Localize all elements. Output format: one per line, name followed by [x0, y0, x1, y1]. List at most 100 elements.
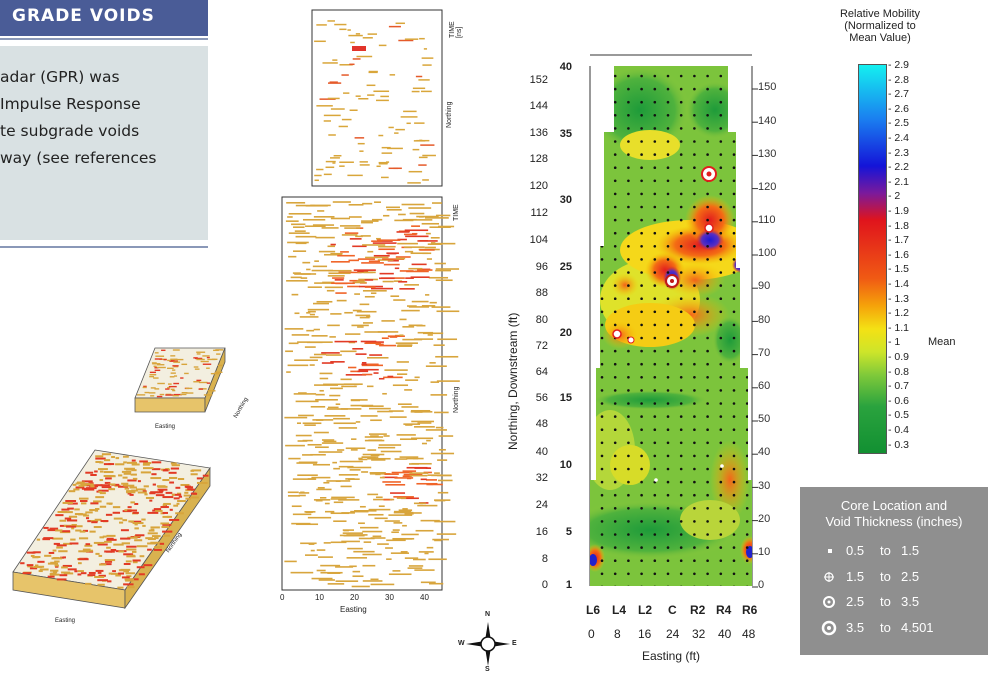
gpr-large-northing-label: Northing	[453, 386, 460, 413]
row-number: 35	[559, 128, 572, 140]
col-label: L2	[638, 603, 653, 617]
core-legend: Core Location and Void Thickness (inches…	[800, 487, 988, 655]
legend-value: - 0.4	[888, 424, 910, 436]
right-tick: 100	[758, 247, 777, 259]
legend-value: - 0.9	[888, 351, 910, 363]
legend-value: - 2.5	[888, 117, 910, 130]
legend-value: - 2.1	[888, 175, 910, 188]
northing-tick: 8	[541, 553, 548, 565]
compass-e: E	[512, 640, 517, 647]
intro-line-1: adar (GPR) was	[0, 68, 120, 86]
right-tick: 90	[758, 280, 771, 292]
right-tick: 120	[758, 181, 777, 193]
col-label: L6	[586, 603, 601, 617]
row-number: 25	[559, 261, 572, 273]
core-legend-title-1: Core Location and	[840, 498, 948, 513]
legend-value: - 1	[888, 336, 901, 349]
northing-tick-list: 152 144 136 128 120 112 104 96 88 80 72 …	[500, 50, 548, 610]
legend-value: - 1.8	[888, 219, 910, 232]
gpr-small-plot: TIME [ns] Northing	[310, 8, 463, 193]
legend-value: - 2	[888, 190, 901, 203]
iso-small-plot: Easting Northing	[125, 340, 255, 440]
section-header: GRADE VOIDS	[0, 0, 208, 36]
northing-tick: 16	[535, 526, 548, 538]
iso-large-easting: Easting	[55, 618, 76, 624]
northing-tick: 72	[535, 340, 548, 352]
northing-tick: 120	[529, 180, 548, 192]
gpr-small-northing-label: Northing	[446, 101, 453, 128]
core-legend-from: 3.5	[846, 620, 865, 635]
core-legend-to-word: to	[880, 594, 891, 609]
gpr-large-svg	[281, 196, 460, 591]
legend-value: - 1.1	[888, 321, 910, 334]
northing-tick: 0	[541, 579, 548, 591]
legend-value: - 1.5	[888, 263, 910, 276]
northing-tick: 136	[529, 127, 548, 139]
gpr-x-tick: 0	[280, 593, 285, 602]
core-legend-to: 2.5	[901, 569, 920, 584]
right-tick: 10	[758, 546, 771, 558]
intro-line-3: te subgrade voids	[0, 122, 140, 140]
row-number: 10	[559, 459, 572, 471]
right-tick: 20	[758, 513, 771, 525]
legend-value: - 2.3	[888, 146, 910, 159]
northing-tick: 40	[535, 446, 548, 458]
easting-tick: 48	[742, 627, 756, 641]
legend-title: Relative Mobility (Normalized to Mean Va…	[810, 8, 950, 44]
core-legend-to-word: to	[880, 543, 891, 558]
right-tick: 40	[758, 446, 771, 458]
northing-tick: 152	[529, 74, 548, 86]
gpr-x-tick: 10	[315, 593, 324, 602]
legend-value: - 2.7	[888, 88, 910, 101]
contour-map: 152 144 136 128 120 112 104 96 88 80 72 …	[500, 50, 800, 670]
core-ring-icon	[823, 596, 835, 608]
gpr-x-tick: 40	[420, 593, 429, 602]
col-label: R2	[690, 603, 706, 617]
legend-value: - 1.3	[888, 292, 910, 305]
intro-panel: adar (GPR) was Impulse Response te subgr…	[0, 46, 208, 240]
map-ylabel: Northing, Downstream (ft)	[506, 312, 520, 450]
northing-tick: 88	[535, 287, 548, 299]
northing-tick: 48	[535, 418, 548, 430]
legend-mean-label: Mean	[928, 336, 956, 348]
gpr-small-svg	[311, 9, 443, 187]
right-tick: 140	[758, 115, 777, 127]
northing-tick: 104	[529, 234, 548, 246]
iso-large-plot: Easting Northing	[5, 440, 235, 630]
row-number: 30	[559, 194, 572, 206]
intro-line-4: way (see references	[0, 149, 157, 167]
col-label: L4	[612, 603, 627, 617]
right-tick-list: 150 140 130 120 110 100 90 80 70 60 50 4…	[758, 50, 798, 610]
legend-value: - 1.2	[888, 307, 910, 320]
iso-small-easting: Easting	[155, 424, 176, 430]
right-tick: 50	[758, 413, 771, 425]
row-number: 1	[565, 579, 572, 591]
row-number: 40	[559, 61, 572, 73]
northing-tick: 64	[535, 366, 548, 378]
legend-title-line: Mean Value)	[849, 32, 911, 44]
intro-line-2: Impulse Response	[0, 95, 141, 113]
core-legend-to: 4.501	[901, 620, 934, 635]
easting-tick: 0	[588, 627, 595, 641]
right-tick: 30	[758, 480, 771, 492]
core-big-ring-icon	[821, 620, 837, 636]
core-legend-to-word: to	[880, 620, 891, 635]
legend-value: - 0.7	[888, 380, 910, 393]
legend-value: - 1.6	[888, 248, 910, 261]
core-small-dot-icon	[828, 549, 832, 553]
legend-colorbar	[858, 64, 887, 454]
iso-large-svg	[12, 449, 211, 610]
col-label: C	[668, 603, 677, 617]
header-divider	[0, 38, 208, 40]
right-tick: 0	[758, 579, 765, 591]
gpr-large-time-label: TIME	[453, 204, 460, 221]
northing-tick: 144	[529, 100, 548, 112]
core-legend-title-2: Void Thickness (inches)	[825, 514, 963, 529]
northing-tick: 24	[535, 499, 548, 511]
compass-w: W	[458, 640, 465, 647]
legend-value: - 2.8	[888, 73, 910, 86]
legend-title-line: Relative Mobility	[839, 8, 921, 20]
core-legend-to: 3.5	[901, 594, 920, 609]
legend-value: - 2.9	[888, 59, 910, 71]
section-title: GRADE VOIDS	[12, 6, 155, 26]
